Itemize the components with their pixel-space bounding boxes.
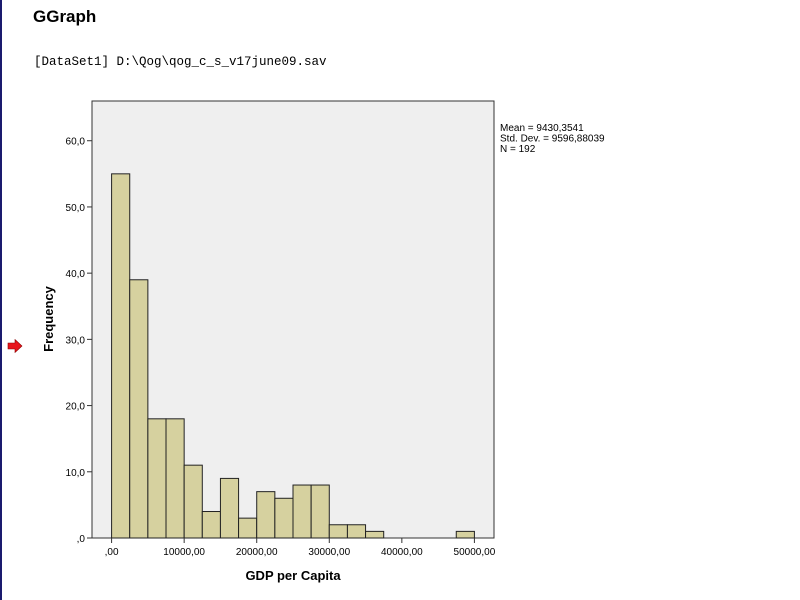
y-tick-label: ,0 (77, 534, 86, 545)
histogram-bar (238, 517, 258, 539)
page-title: GGraph (33, 7, 97, 26)
histogram-bar (183, 464, 203, 539)
histogram-bar (274, 497, 294, 539)
histogram-bar (147, 418, 167, 539)
y-tick-label: 40,0 (66, 269, 86, 280)
histogram-bar (219, 477, 240, 539)
histogram-bar (365, 530, 385, 539)
right-arrow-icon[interactable] (7, 339, 23, 353)
stats-line: Mean = 9430,3541 (500, 123, 584, 134)
y-tick-label: 30,0 (66, 335, 86, 346)
y-tick-label: 50,0 (66, 203, 86, 214)
x-tick-label: 50000,00 (454, 547, 496, 558)
x-tick-label: 10000,00 (163, 547, 205, 558)
x-tick-label: 30000,00 (308, 547, 350, 558)
dataset-path: [DataSet1] D:\Qog\qog_c_s_v17june09.sav (34, 55, 327, 69)
histogram-bar (111, 173, 131, 539)
y-tick-label: 60,0 (66, 137, 86, 148)
histogram-bar (129, 279, 149, 539)
histogram-bar (328, 524, 348, 539)
stats-line: N = 192 (500, 144, 536, 155)
left-border (0, 0, 2, 600)
x-tick-label: 40000,00 (381, 547, 423, 558)
histogram-bar (292, 484, 312, 539)
x-tick-label: 20000,00 (236, 547, 278, 558)
histogram-bar (256, 491, 276, 539)
histogram-bar (201, 511, 221, 539)
histogram-bar (165, 418, 185, 539)
y-axis-label: Frequency (41, 285, 56, 352)
bars-group (111, 173, 475, 539)
x-tick-label: ,00 (105, 547, 119, 558)
x-axis-label: GDP per Capita (245, 568, 341, 583)
stats-line: Std. Dev. = 9596,88039 (500, 134, 605, 145)
x-axis: ,00 10000,00 20000,00 30000,00 40000,00 50000… (105, 538, 496, 558)
histogram-bar (455, 530, 475, 539)
histogram-bar (346, 524, 367, 539)
y-tick-label: 20,0 (66, 402, 86, 413)
y-tick-label: 10,0 (66, 468, 86, 479)
y-axis: ,0 10,0 20,0 30,0 40,0 50,0 60,0 (66, 137, 92, 545)
histogram-bar (310, 484, 330, 539)
